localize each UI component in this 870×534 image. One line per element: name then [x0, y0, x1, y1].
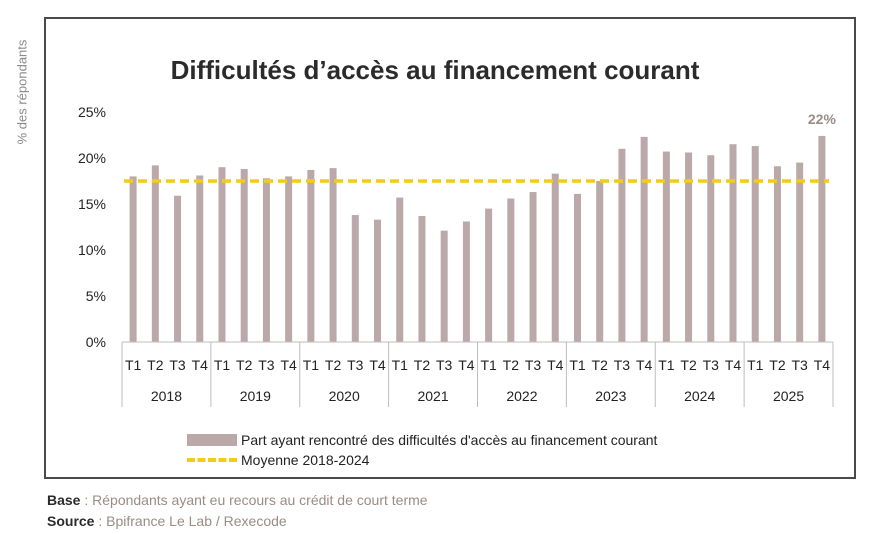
y-tick-label: 15%	[78, 196, 106, 212]
bar	[729, 144, 737, 342]
footer-base-label: Base	[47, 492, 81, 508]
legend: Part ayant rencontré des difficultés d'a…	[187, 430, 657, 470]
bar	[285, 176, 293, 342]
quarter-label: T1	[480, 357, 497, 373]
bar	[640, 136, 648, 342]
bar	[618, 148, 626, 342]
quarter-label: T1	[658, 357, 675, 373]
bar	[707, 155, 715, 342]
quarter-label: T3	[169, 357, 186, 373]
quarter-label: T3	[525, 357, 542, 373]
legend-line-swatch	[187, 458, 237, 462]
quarter-label: T2	[680, 357, 697, 373]
quarter-label: T1	[125, 357, 142, 373]
bar	[262, 178, 270, 342]
bar	[129, 176, 137, 342]
bar	[573, 193, 581, 342]
footer-source-label: Source	[47, 513, 95, 529]
bar	[151, 165, 159, 342]
bar	[485, 208, 493, 342]
bar	[507, 198, 515, 342]
year-label: 2019	[240, 388, 271, 404]
quarter-label: T2	[325, 357, 342, 373]
bar	[329, 168, 337, 342]
bar	[307, 169, 315, 342]
quarter-label: T4	[725, 357, 742, 373]
quarter-label: T4	[369, 357, 386, 373]
legend-bar-swatch	[187, 434, 237, 446]
bar	[418, 215, 426, 342]
quarter-label: T1	[392, 357, 409, 373]
quarter-label: T3	[614, 357, 631, 373]
y-tick-label: 25%	[78, 104, 106, 120]
quarter-label: T4	[458, 357, 475, 373]
footer-base-text: : Répondants ayant eu recours au crédit …	[80, 492, 428, 508]
bar	[218, 167, 226, 342]
year-label: 2023	[595, 388, 626, 404]
footer-source: Source : Bpifrance Le Lab / Rexecode	[47, 513, 287, 529]
bar	[773, 166, 781, 342]
bar	[596, 181, 604, 342]
legend-item-average: Moyenne 2018-2024	[187, 450, 657, 470]
bar	[396, 197, 404, 342]
legend-item-bars: Part ayant rencontré des difficultés d'a…	[187, 430, 657, 450]
y-tick-label: 0%	[86, 334, 106, 350]
quarter-label: T3	[347, 357, 364, 373]
quarter-label: T2	[236, 357, 253, 373]
year-label: 2020	[329, 388, 360, 404]
year-label: 2022	[506, 388, 537, 404]
quarter-label: T2	[592, 357, 609, 373]
y-tick-label: 20%	[78, 150, 106, 166]
year-label: 2018	[151, 388, 182, 404]
bar	[240, 169, 248, 342]
quarter-label: T3	[703, 357, 720, 373]
bar	[685, 152, 693, 342]
legend-line-label: Moyenne 2018-2024	[241, 452, 370, 468]
quarter-label: T1	[214, 357, 231, 373]
quarter-label: T4	[814, 357, 831, 373]
quarter-label: T4	[280, 357, 297, 373]
bar	[174, 195, 182, 342]
bar	[196, 175, 204, 342]
bar	[351, 215, 359, 342]
footer-source-text: : Bpifrance Le Lab / Rexecode	[94, 513, 287, 529]
quarter-label: T1	[303, 357, 320, 373]
bar	[440, 230, 448, 342]
quarter-label: T3	[792, 357, 809, 373]
quarter-label: T2	[503, 357, 520, 373]
bar	[818, 135, 826, 342]
chart-title: Difficultés d’accès au financement coura…	[170, 55, 700, 85]
legend-bar-label: Part ayant rencontré des difficultés d'a…	[241, 432, 658, 448]
year-label: 2021	[417, 388, 448, 404]
data-label: 22%	[808, 111, 837, 127]
quarter-label: T1	[569, 357, 586, 373]
quarter-label: T2	[414, 357, 431, 373]
bar	[751, 146, 759, 342]
bar	[796, 162, 804, 342]
footer-base: Base : Répondants ayant eu recours au cr…	[47, 492, 428, 508]
bar	[662, 151, 670, 342]
quarter-label: T2	[769, 357, 786, 373]
bar	[462, 221, 470, 342]
year-label: 2024	[684, 388, 715, 404]
quarter-label: T1	[747, 357, 764, 373]
quarter-label: T3	[436, 357, 453, 373]
quarter-label: T4	[636, 357, 653, 373]
y-tick-label: 10%	[78, 242, 106, 258]
y-tick-label: 5%	[86, 288, 106, 304]
quarter-label: T3	[258, 357, 275, 373]
quarter-label: T2	[147, 357, 164, 373]
quarter-label: T4	[547, 357, 564, 373]
bar	[551, 173, 559, 342]
bar	[374, 219, 382, 342]
quarter-label: T4	[192, 357, 209, 373]
year-label: 2025	[773, 388, 804, 404]
bar	[529, 192, 537, 342]
